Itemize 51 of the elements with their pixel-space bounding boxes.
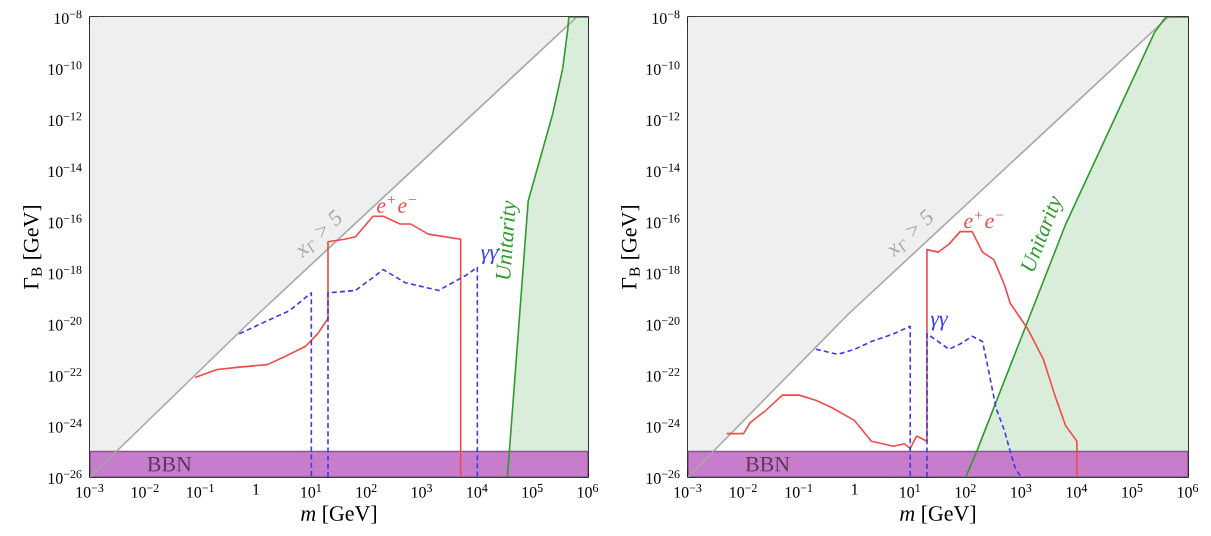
band-label: BBN: [745, 457, 790, 472]
y-tick-label: 10$^{−22}$: [646, 367, 680, 382]
y-tick-label: 10$^{−10}$: [48, 61, 82, 75]
x-tick-label: 10$^{1}$: [900, 484, 920, 498]
series-label: e$^{+}$e$^{−}$: [964, 211, 1004, 229]
y-tick-label: 10$^{−24}$: [48, 419, 82, 433]
x-tick-label: 10$^{5}$: [522, 484, 543, 498]
x-tick-label: 10$^{2}$: [955, 484, 976, 498]
x-tick-label: 10$^{−1}$: [187, 484, 214, 498]
x-axis-title: m [GeV]: [301, 505, 376, 524]
y-tick-label: 10$^{−18}$: [646, 265, 680, 280]
x-tick-label: 10$^{4}$: [1066, 484, 1088, 498]
y-axis-title: Γ$_{B}$ [GeV]: [23, 205, 42, 290]
y-tick-label: 10$^{−20}$: [48, 316, 82, 331]
x-tick-label: 10$^{2}$: [356, 484, 377, 498]
x-axis-title: m [GeV]: [900, 505, 976, 524]
x-tick-label: 10$^{6}$: [577, 484, 599, 498]
y-tick-label: 10$^{−14}$: [646, 163, 680, 178]
x-tick-label: 10$^{−3}$: [674, 484, 702, 498]
x-tick-label: 10$^{5}$: [1122, 484, 1143, 498]
x-tick-label: 1: [852, 484, 858, 495]
x-tick-label: 10$^{−2}$: [730, 484, 757, 498]
text: x$_{Γ}$ > 5: [296, 209, 342, 258]
y-axis-title: Γ$_{B}$ [GeV]: [621, 205, 640, 290]
y-tick-label: 10$^{−8}$: [652, 10, 680, 24]
band-label: BBN: [147, 457, 192, 472]
y-tick-label: 10$^{−22}$: [48, 367, 82, 382]
y-tick-label: 10$^{−12}$: [48, 112, 82, 127]
y-tick-label: 10$^{−12}$: [646, 112, 680, 127]
y-tick-label: 10$^{−18}$: [48, 265, 82, 280]
y-tick-label: 10$^{−14}$: [48, 163, 82, 178]
y-tick-label: 10$^{−16}$: [48, 214, 82, 229]
x-tick-label: 10$^{4}$: [467, 484, 488, 498]
x-tick-label: 10$^{−3}$: [76, 484, 104, 498]
x-tick-label: 10$^{3}$: [411, 484, 433, 498]
x-tick-label: 10$^{6}$: [1177, 484, 1199, 498]
y-tick-label: 10$^{−26}$: [48, 470, 82, 484]
y-tick-label: 10$^{−16}$: [646, 214, 680, 229]
x-tick-label: 10$^{−2}$: [131, 484, 159, 498]
series-label: γγ: [930, 315, 949, 331]
y-tick-label: 10$^{−26}$: [646, 470, 680, 484]
text: x$_{Γ}$ > 5: [888, 208, 933, 258]
y-tick-label: 10$^{−10}$: [646, 61, 680, 75]
x-tick-label: 1: [253, 484, 260, 495]
x-tick-label: 10$^{−1}$: [785, 484, 813, 498]
x-tick-label: 10$^{1}$: [301, 484, 322, 498]
y-tick-label: 10$^{−8}$: [54, 10, 82, 24]
x-tick-label: 10$^{3}$: [1011, 484, 1032, 498]
series-label: e$^{+}$e$^{−}$: [377, 196, 417, 213]
y-tick-label: 10$^{−20}$: [646, 316, 680, 331]
y-tick-label: 10$^{−24}$: [646, 419, 680, 433]
